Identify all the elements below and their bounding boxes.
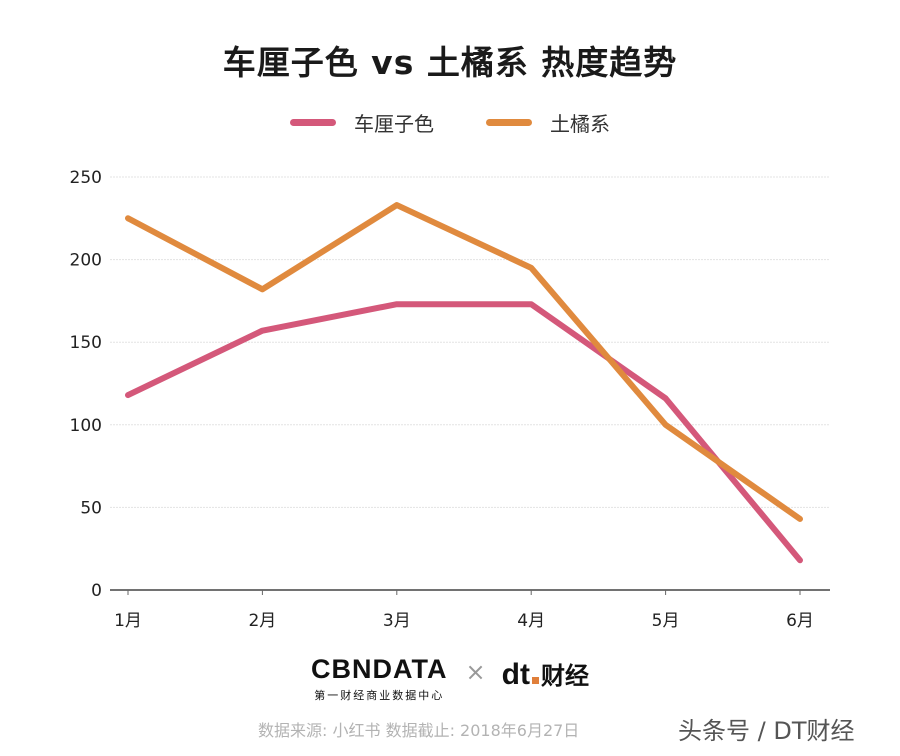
series-line-orange (125, 202, 803, 522)
x-tick-label: 1月 (114, 611, 142, 631)
legend-label-orange: 土橘系 (550, 112, 610, 136)
footer-logos: CBNDATA 第一财经商业数据中心 × dt 财经 (0, 654, 900, 703)
y-tick-label: 200 (70, 251, 102, 271)
legend-swatch-cherry (290, 119, 336, 126)
watermark: 头条号 / DT财经 (678, 717, 855, 745)
y-tick-label: 250 (70, 168, 102, 188)
y-tick-label: 50 (80, 498, 102, 518)
legend-item-orange: 土橘系 (486, 108, 610, 137)
legend-swatch-orange (486, 119, 532, 126)
y-tick-label: 100 (70, 416, 102, 436)
x-tick-label: 6月 (786, 611, 814, 631)
x-tick-label: 3月 (383, 611, 411, 631)
legend: 车厘子色 土橘系 (0, 108, 900, 137)
cbndata-logo-subtitle: 第一财经商业数据中心 (314, 689, 445, 702)
legend-label-cherry: 车厘子色 (354, 112, 434, 136)
dt-logo: dt 财经 (502, 656, 589, 692)
dt-logo-mark: dt (501, 658, 530, 691)
times-icon: × (465, 658, 486, 686)
legend-item-cherry: 车厘子色 (290, 108, 434, 137)
cbndata-logo-text: CBNDATA (311, 654, 448, 684)
dt-logo-name: 财经 (540, 662, 589, 690)
dt-logo-dot-icon (531, 677, 539, 684)
line-chart: 0 50 100 150 200 250 1月 2月 3月 4月 5月 6月 (70, 168, 830, 631)
y-tick-label: 0 (91, 581, 102, 601)
y-tick-label: 150 (70, 333, 102, 353)
chart-title: 车厘子色 vs 土橘系 热度趋势 (222, 43, 678, 82)
x-tick-label: 5月 (652, 611, 680, 631)
data-source-note: 数据来源: 小红书 数据截止: 2018年6月27日 (258, 721, 580, 740)
cbndata-logo: CBNDATA 第一财经商业数据中心 (311, 654, 447, 703)
series-line-cherry (125, 301, 803, 564)
x-tick-label: 4月 (517, 611, 545, 631)
x-tick-label: 2月 (248, 611, 276, 631)
